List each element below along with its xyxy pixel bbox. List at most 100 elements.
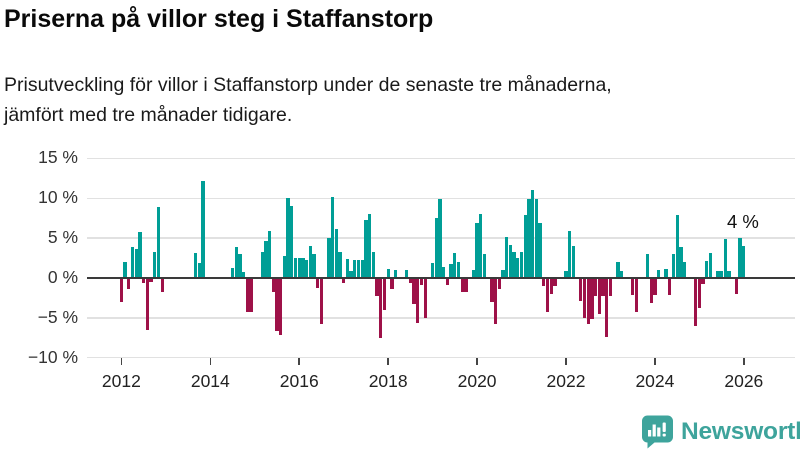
bar-m68 xyxy=(371,252,375,278)
bar-m43 xyxy=(279,278,283,335)
newsworthy-logo-icon xyxy=(642,415,673,449)
bar-m105 xyxy=(508,245,513,278)
bar-m73 xyxy=(390,278,394,290)
x-axis-tick-2012 xyxy=(120,357,123,365)
bar-m158 xyxy=(705,261,709,278)
x-axis-tick-2020 xyxy=(476,357,478,365)
bar-m107 xyxy=(516,258,520,278)
y-axis-label-10: 10 % xyxy=(38,187,78,208)
bar-m95 xyxy=(471,270,476,278)
bar-m147 xyxy=(664,269,668,278)
bar-m167 xyxy=(738,238,742,278)
bar-m128 xyxy=(593,278,598,297)
bar-m100 xyxy=(490,278,494,302)
x-axis-tick-2026 xyxy=(743,357,745,365)
y-axis-label--10: −10 % xyxy=(27,346,78,367)
bar-m42 xyxy=(275,278,279,332)
bar-m33 xyxy=(242,271,246,278)
bar-m62 xyxy=(349,270,353,278)
x-axis-tick-2022 xyxy=(565,357,567,365)
bar-m117 xyxy=(553,278,557,286)
bar-m54 xyxy=(319,278,324,325)
bar-m59 xyxy=(338,252,342,278)
bar-m114 xyxy=(542,278,546,286)
bar-m164 xyxy=(727,270,731,278)
bar-m3 xyxy=(130,246,135,278)
bar-m150 xyxy=(675,214,679,278)
bar-m82 xyxy=(423,278,427,318)
bar-m104 xyxy=(505,237,509,278)
bar-m0 xyxy=(119,278,124,302)
bar-m40 xyxy=(267,230,272,278)
bar-m109 xyxy=(523,214,527,278)
bar-m98 xyxy=(482,254,487,278)
bar-m4 xyxy=(134,249,138,278)
bar-m53 xyxy=(316,278,320,289)
bar-m31 xyxy=(234,246,238,278)
bar-m156 xyxy=(697,278,702,309)
bar-m110 xyxy=(527,198,531,278)
bar-m138 xyxy=(631,278,635,295)
bar-m58 xyxy=(334,228,338,278)
bar-m60 xyxy=(342,278,346,283)
zero-axis-line xyxy=(87,276,795,280)
bar-m79 xyxy=(412,278,416,305)
bar-m125 xyxy=(582,278,587,318)
last-value-annotation: 4 % xyxy=(727,211,759,232)
bar-m80 xyxy=(416,278,420,323)
x-axis-label-2022: 2022 xyxy=(546,371,586,391)
bar-m22 xyxy=(201,181,205,278)
y-axis-label-5: 5 % xyxy=(47,227,78,248)
bar-m131 xyxy=(605,278,609,338)
bar-m52 xyxy=(312,254,316,278)
bar-m106 xyxy=(512,251,516,278)
bar-m71 xyxy=(382,278,387,310)
bar-m30 xyxy=(230,268,235,278)
bar-m39 xyxy=(264,241,268,278)
bar-m130 xyxy=(601,278,605,297)
bar-m48 xyxy=(297,258,301,278)
bar-m85 xyxy=(434,218,438,278)
x-axis-tick-2016 xyxy=(298,357,301,365)
bar-m101 xyxy=(493,278,498,325)
bar-m69 xyxy=(375,278,379,296)
bar-m9 xyxy=(153,252,157,278)
y-axis-label--5: −5 % xyxy=(37,306,78,327)
bar-m57 xyxy=(330,196,335,278)
bar-m93 xyxy=(464,278,468,293)
bar-m149 xyxy=(671,254,676,278)
bar-m92 xyxy=(460,278,464,293)
bar-m111 xyxy=(531,190,535,278)
bar-m5 xyxy=(138,231,142,278)
bar-m77 xyxy=(405,270,409,278)
bar-m102 xyxy=(497,278,501,290)
bar-m51 xyxy=(308,246,312,278)
bar-m144 xyxy=(653,278,657,295)
bar-m32 xyxy=(238,254,242,278)
bar-m70 xyxy=(379,278,383,338)
bar-m132 xyxy=(608,278,613,296)
bar-m161 xyxy=(716,270,720,278)
bar-m81 xyxy=(419,278,424,286)
bar-m103 xyxy=(501,270,505,278)
bar-m120 xyxy=(564,270,568,278)
bar-m44 xyxy=(282,255,287,278)
bar-m63 xyxy=(353,260,357,278)
bar-m35 xyxy=(249,278,253,312)
bar-m142 xyxy=(645,254,650,278)
x-axis-label-2012: 2012 xyxy=(101,371,141,391)
bar-m124 xyxy=(579,278,583,302)
bar-m21 xyxy=(197,262,201,278)
bar-m121 xyxy=(568,230,572,278)
bar-m38 xyxy=(260,251,264,278)
bar-m87 xyxy=(442,266,446,278)
bar-m84 xyxy=(430,262,435,278)
bar-m46 xyxy=(290,206,294,278)
subtitle-line-2: jämfört med tre månader tidigare. xyxy=(4,104,293,126)
bar-m122 xyxy=(571,246,576,278)
x-axis-tick-2024 xyxy=(654,357,656,365)
gridline-15 xyxy=(87,157,795,159)
bar-m157 xyxy=(701,278,705,285)
bar-m115 xyxy=(545,278,550,312)
